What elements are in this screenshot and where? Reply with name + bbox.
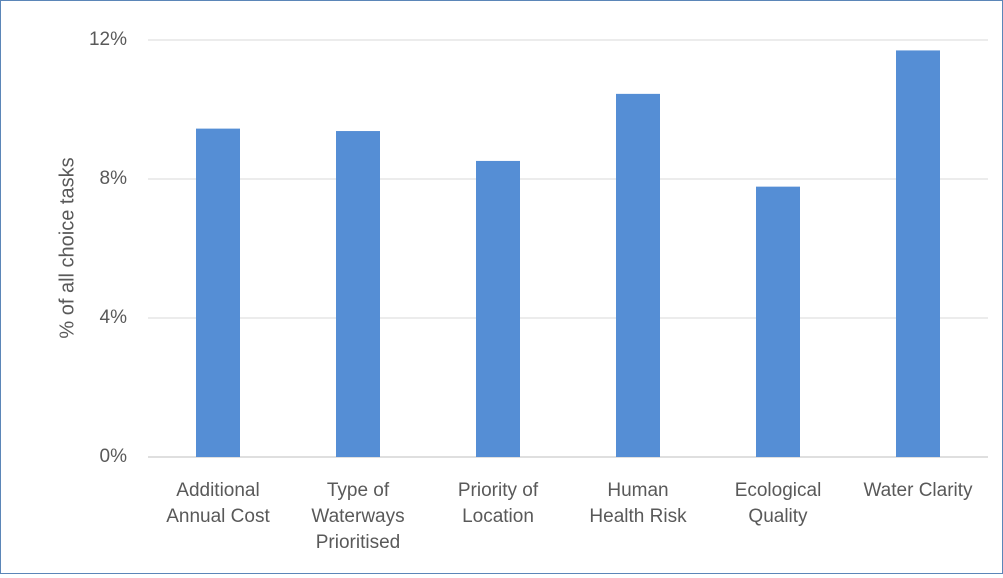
x-category-label-line: Location [462, 506, 534, 527]
x-category-label: Human Health Risk [589, 480, 687, 527]
y-axis-ticks: 0% 4% 8% 12% [89, 29, 127, 467]
bar [336, 131, 380, 458]
x-category-label: Ecological Quality [735, 480, 822, 527]
x-category-label: Water Clarity [863, 480, 973, 501]
x-category-label-line: Type of [327, 480, 390, 501]
bar [756, 186, 800, 457]
x-category-label-line: Ecological [735, 480, 822, 501]
x-axis-labels: Additional Annual Cost Type of Waterways Pri… [166, 480, 973, 553]
y-tick-label: 12% [89, 29, 127, 50]
x-category-label-line: Additional [176, 480, 259, 501]
x-category-label-line: Health Risk [589, 506, 687, 527]
x-category-label-line: Water Clarity [863, 480, 973, 501]
x-category-label-line: Human [607, 480, 668, 501]
x-category-label: Type of Waterways Prioritised [311, 480, 404, 553]
x-category-label-line: Prioritised [316, 532, 400, 553]
y-tick-label: 4% [100, 307, 128, 328]
x-category-label-line: Annual Cost [166, 506, 270, 527]
x-category-label-line: Waterways [311, 506, 404, 527]
y-axis-title: % of all choice tasks [56, 157, 78, 338]
bars [196, 50, 940, 458]
x-category-label-line: Quality [748, 506, 808, 527]
y-tick-label: 8% [100, 168, 128, 189]
gridlines [148, 39, 988, 458]
bar [476, 160, 520, 457]
bar [196, 128, 240, 458]
bar [616, 93, 660, 458]
x-category-label-line: Priority of [458, 480, 539, 501]
x-category-label: Priority of Location [458, 480, 539, 527]
x-category-label: Additional Annual Cost [166, 480, 270, 527]
bar [896, 50, 940, 458]
y-tick-label: 0% [100, 446, 128, 467]
